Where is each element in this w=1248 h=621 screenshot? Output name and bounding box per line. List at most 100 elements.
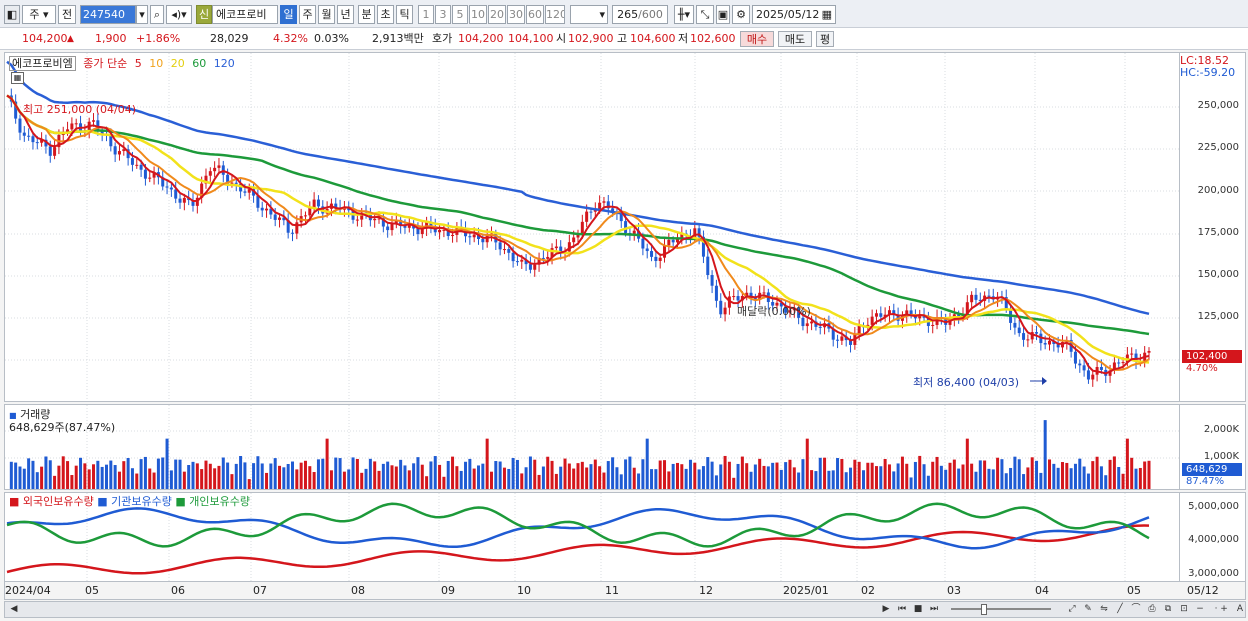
candle-body — [122, 149, 126, 152]
overlap-icon[interactable]: ⧉ — [1164, 604, 1172, 614]
volume-bar — [1108, 459, 1112, 489]
zoom-in-icon[interactable]: + — [1220, 604, 1228, 614]
print-icon[interactable]: ⎙ — [1148, 604, 1156, 614]
line-tool-icon[interactable]: ╱ — [1117, 604, 1123, 614]
interval-custom-select[interactable]: ▾ — [570, 5, 608, 24]
bar-count-field[interactable]: 265/600 — [612, 5, 668, 24]
price-axis: LC:18.52 HC:-59.20 250,000 225,000 200,0… — [1180, 52, 1246, 402]
candle-body — [286, 220, 290, 233]
search-icon[interactable]: ⌕ — [150, 5, 164, 24]
zoom-out-icon[interactable]: − — [1196, 604, 1204, 614]
candle-body — [425, 221, 429, 229]
calendar-icon[interactable]: ▦ — [821, 8, 832, 21]
save-icon[interactable]: ▣ — [716, 5, 730, 24]
eval-button[interactable]: 평 — [816, 31, 834, 47]
candle-body — [74, 123, 78, 125]
volume-bar — [100, 466, 104, 489]
volume-bar — [92, 464, 96, 489]
scroll-last-icon[interactable]: ⏭ — [929, 604, 939, 614]
candle-body — [243, 191, 247, 193]
stock-code-input[interactable]: 247540 — [80, 5, 136, 24]
sound-icon[interactable]: ◂)▾ — [166, 5, 192, 24]
scroll-left-icon[interactable]: ◀ — [10, 604, 18, 614]
sell-button[interactable]: 매도 — [778, 31, 812, 47]
volume-bar — [122, 461, 126, 489]
volume-bar — [1048, 459, 1052, 489]
candle-body — [247, 189, 251, 193]
prev-button[interactable]: 전 — [58, 5, 76, 24]
interval-button-60[interactable]: 60 — [526, 5, 544, 24]
candle-type-icon[interactable]: ╫▾ — [674, 5, 694, 24]
candle-body — [260, 207, 264, 211]
scroll-right-icon[interactable]: ▶ — [882, 604, 890, 614]
volume-bar — [464, 461, 468, 489]
auto-icon[interactable]: A — [1236, 604, 1244, 614]
period-day-button[interactable]: 일 — [280, 5, 297, 24]
holdings-chart[interactable] — [5, 493, 1180, 582]
volume-bar — [710, 461, 714, 489]
current-volume-pct: 87.47% — [1186, 476, 1225, 487]
candle-body — [394, 219, 398, 223]
zoom-slider-handle[interactable] — [981, 604, 987, 615]
scroll-first-icon[interactable]: ⏮ — [897, 604, 907, 614]
volume-bar — [74, 465, 78, 489]
period-second-button[interactable]: 초 — [377, 5, 394, 24]
price-change-pct: +1.86% — [136, 32, 181, 45]
price-chart[interactable] — [5, 53, 1180, 402]
indicator-icon[interactable]: ✎ — [1084, 604, 1092, 614]
candle-body — [360, 212, 364, 220]
volume-bar — [818, 457, 822, 489]
period-minute-button[interactable]: 분 — [358, 5, 375, 24]
candle-body — [515, 261, 519, 263]
volume-bar — [368, 458, 372, 489]
interval-button-10[interactable]: 10 — [469, 5, 487, 24]
volume-bar — [438, 464, 442, 489]
candle-body — [611, 208, 615, 213]
code-dropdown-icon[interactable]: ▾ — [136, 5, 148, 24]
volume-chart[interactable] — [5, 405, 1180, 490]
interval-button-3[interactable]: 3 — [435, 5, 451, 24]
interval-button-20[interactable]: 20 — [488, 5, 506, 24]
volume-bar — [44, 456, 48, 489]
fit-icon[interactable]: ⊡ — [1180, 604, 1188, 614]
layout-icon[interactable]: ◧ — [4, 5, 20, 24]
buy-button[interactable]: 매수 — [740, 31, 774, 47]
stock-name-field[interactable]: 에코프로비 — [212, 5, 278, 24]
draw-tool-icon[interactable]: ⤡ — [696, 5, 714, 24]
period-year-button[interactable]: 년 — [337, 5, 354, 24]
interval-button-30[interactable]: 30 — [507, 5, 525, 24]
chart-scrollbar[interactable]: ◀ ▶ ⏮ ■ ⏭ ⤢ ✎ ⇋ ╱ ⌒ ⎙ ⧉ ⊡ − · + A — [4, 601, 1246, 618]
settings-gear-icon[interactable]: ⚙ — [732, 5, 750, 24]
stop-icon[interactable]: ■ — [913, 604, 923, 614]
period-month-button[interactable]: 월 — [318, 5, 335, 24]
interval-button-1[interactable]: 1 — [418, 5, 434, 24]
individual-line — [6, 502, 1150, 548]
date-field[interactable]: 2025/05/12 ▦ — [752, 5, 836, 24]
volume-bar — [857, 461, 861, 489]
volume-bar — [1112, 456, 1116, 489]
candle-body — [386, 226, 390, 231]
zoom-slider[interactable] — [951, 608, 1051, 610]
volume-panel[interactable]: ■ 거래량 648,629주(87.47%) — [4, 404, 1180, 490]
magnet-icon[interactable]: ⌒ — [1131, 604, 1141, 614]
interval-button-5[interactable]: 5 — [452, 5, 468, 24]
compare-icon[interactable]: ⇋ — [1100, 604, 1108, 614]
volume-bar — [619, 474, 623, 489]
volume-bar — [641, 459, 645, 489]
interval-button-120[interactable]: 120 — [545, 5, 565, 24]
candle-body — [836, 339, 840, 341]
price-chart-panel[interactable]: 에코프로비엠 종가 단순 5 10 20 60 120 ▦ 최고 251,000… — [4, 52, 1180, 402]
candle-body — [442, 229, 446, 231]
period-week-button[interactable]: 주 — [299, 5, 316, 24]
candle-body — [870, 316, 874, 325]
holdings-panel[interactable]: ■ 외국인보유수량 ■ 기관보유수량 ■ 개인보유수량 — [4, 492, 1180, 582]
volume-bar — [489, 471, 493, 489]
period-tick-button[interactable]: 틱 — [396, 5, 413, 24]
market-select[interactable]: 주 ▾ — [22, 5, 56, 24]
candle-body — [602, 201, 606, 203]
table-toggle-icon[interactable]: ▦ — [11, 72, 24, 84]
crosshair-icon[interactable]: ⤢ — [1068, 604, 1076, 614]
volume-bar — [200, 469, 204, 489]
candle-body — [502, 249, 506, 251]
volume-bar — [792, 467, 796, 489]
